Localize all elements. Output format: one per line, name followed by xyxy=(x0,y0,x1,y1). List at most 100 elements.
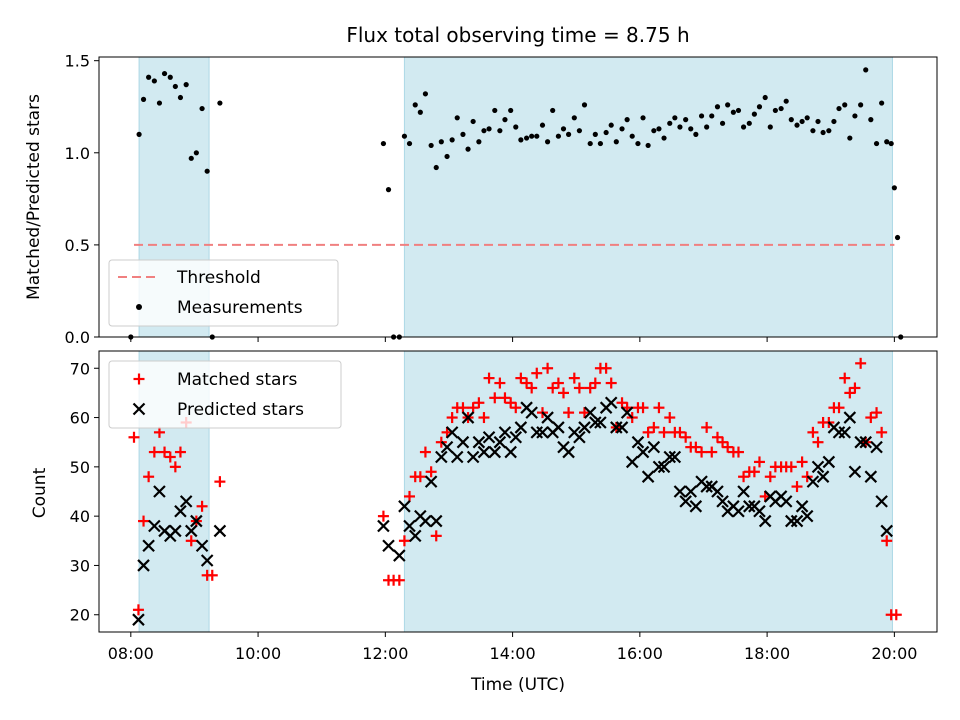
measurement-point xyxy=(788,117,794,123)
predicted-point xyxy=(195,539,209,553)
measurement-point xyxy=(183,82,189,88)
matched-point xyxy=(473,397,485,409)
predicted-point xyxy=(854,435,867,449)
measurement-point xyxy=(629,133,635,139)
predicted-point xyxy=(668,450,682,464)
measurement-point xyxy=(762,94,768,101)
matched-point xyxy=(812,436,824,448)
y-tick-label: 70 xyxy=(70,359,90,378)
ratio-panel: 0.0 0.5 1.0 1.5 Flux total observing time =… xyxy=(24,23,938,347)
matched-point xyxy=(128,431,140,443)
measurement-point xyxy=(603,129,609,136)
predicted-point xyxy=(541,411,554,424)
matched-point xyxy=(648,421,660,433)
measurement-point xyxy=(613,139,619,145)
predicted-point xyxy=(536,426,549,439)
measurement-point xyxy=(428,142,434,149)
predicted-point xyxy=(641,470,655,483)
measurement-point xyxy=(858,102,864,108)
measurement-point xyxy=(156,100,163,106)
measurement-point xyxy=(735,107,742,114)
matched-point xyxy=(138,515,150,527)
matched-point xyxy=(584,382,596,394)
measurement-point xyxy=(608,122,614,128)
y-tick-label: 30 xyxy=(70,556,90,575)
predicted-point xyxy=(758,514,772,528)
ratio-legend: Threshold Measurements xyxy=(108,259,339,327)
predicted-point xyxy=(795,500,809,513)
matched-point xyxy=(785,461,797,473)
measurement-point xyxy=(709,113,715,119)
measurement-point xyxy=(683,117,689,123)
measurement-point xyxy=(460,131,466,137)
ratio-panel-frame xyxy=(98,56,938,338)
matched-point xyxy=(446,412,458,424)
measurement-point xyxy=(217,100,223,106)
matched-point xyxy=(871,407,883,419)
measurement-point xyxy=(704,124,710,130)
measurement-point xyxy=(772,107,778,114)
matched-point xyxy=(557,387,569,399)
matched-point xyxy=(457,402,469,414)
predicted-point xyxy=(440,440,454,454)
matched-point xyxy=(377,510,389,522)
predicted-point xyxy=(461,411,475,424)
matched-point xyxy=(425,466,437,478)
matched-point xyxy=(849,382,861,394)
measurement-point xyxy=(719,120,726,126)
predicted-point xyxy=(636,445,650,459)
matched-point xyxy=(876,426,888,438)
measurement-point xyxy=(444,153,450,160)
predicted-point xyxy=(732,504,745,518)
matched-point xyxy=(505,397,517,409)
measurement-point xyxy=(550,107,556,114)
measurement-point xyxy=(656,126,662,132)
measurement-point xyxy=(438,139,444,145)
matched-point xyxy=(542,362,554,374)
measurement-point xyxy=(815,118,821,125)
legend-measurement-label: Measurements xyxy=(177,298,303,318)
matched-point xyxy=(515,372,527,384)
predicted-point xyxy=(859,435,873,449)
matched-point xyxy=(881,535,893,547)
predicted-point xyxy=(403,519,416,533)
ratio-x-ticks xyxy=(130,337,895,342)
measurement-point xyxy=(146,74,152,80)
measurement-point xyxy=(730,109,736,115)
measurement-point xyxy=(422,91,429,97)
predicted-point xyxy=(504,445,517,459)
predicted-point xyxy=(393,549,406,562)
measurement-point xyxy=(523,135,530,141)
measurement-point xyxy=(481,128,487,134)
measurement-point xyxy=(136,131,142,137)
measurement-point xyxy=(167,74,173,80)
matched-point xyxy=(706,446,718,458)
measurement-point xyxy=(688,126,694,132)
measurement-point xyxy=(380,140,387,147)
y-tick-label: 40 xyxy=(70,507,90,526)
predicted-point xyxy=(200,554,214,567)
matched-point xyxy=(855,357,867,369)
measurement-point xyxy=(193,150,199,156)
measurement-point xyxy=(714,104,721,110)
matched-point xyxy=(143,471,155,483)
predicted-point xyxy=(153,485,166,498)
predicted-point xyxy=(647,440,661,454)
y-tick-label: 0.0 xyxy=(65,328,90,347)
predicted-points xyxy=(132,396,894,626)
predicted-point xyxy=(716,495,729,508)
measurement-point xyxy=(161,70,168,77)
y-tick-label: 0.5 xyxy=(65,236,90,255)
matched-point xyxy=(589,377,601,389)
measurement-point xyxy=(767,124,773,130)
count-panel-frame xyxy=(98,350,938,633)
measurement-point xyxy=(560,126,567,132)
matched-point xyxy=(169,461,181,473)
legend-matched-label: Matched stars xyxy=(177,370,297,390)
measurement-point xyxy=(412,102,418,108)
measurement-point xyxy=(385,187,392,193)
measurement-point xyxy=(587,140,593,147)
matched-point xyxy=(489,392,501,404)
measurement-point xyxy=(597,140,604,147)
matched-point xyxy=(206,569,218,581)
